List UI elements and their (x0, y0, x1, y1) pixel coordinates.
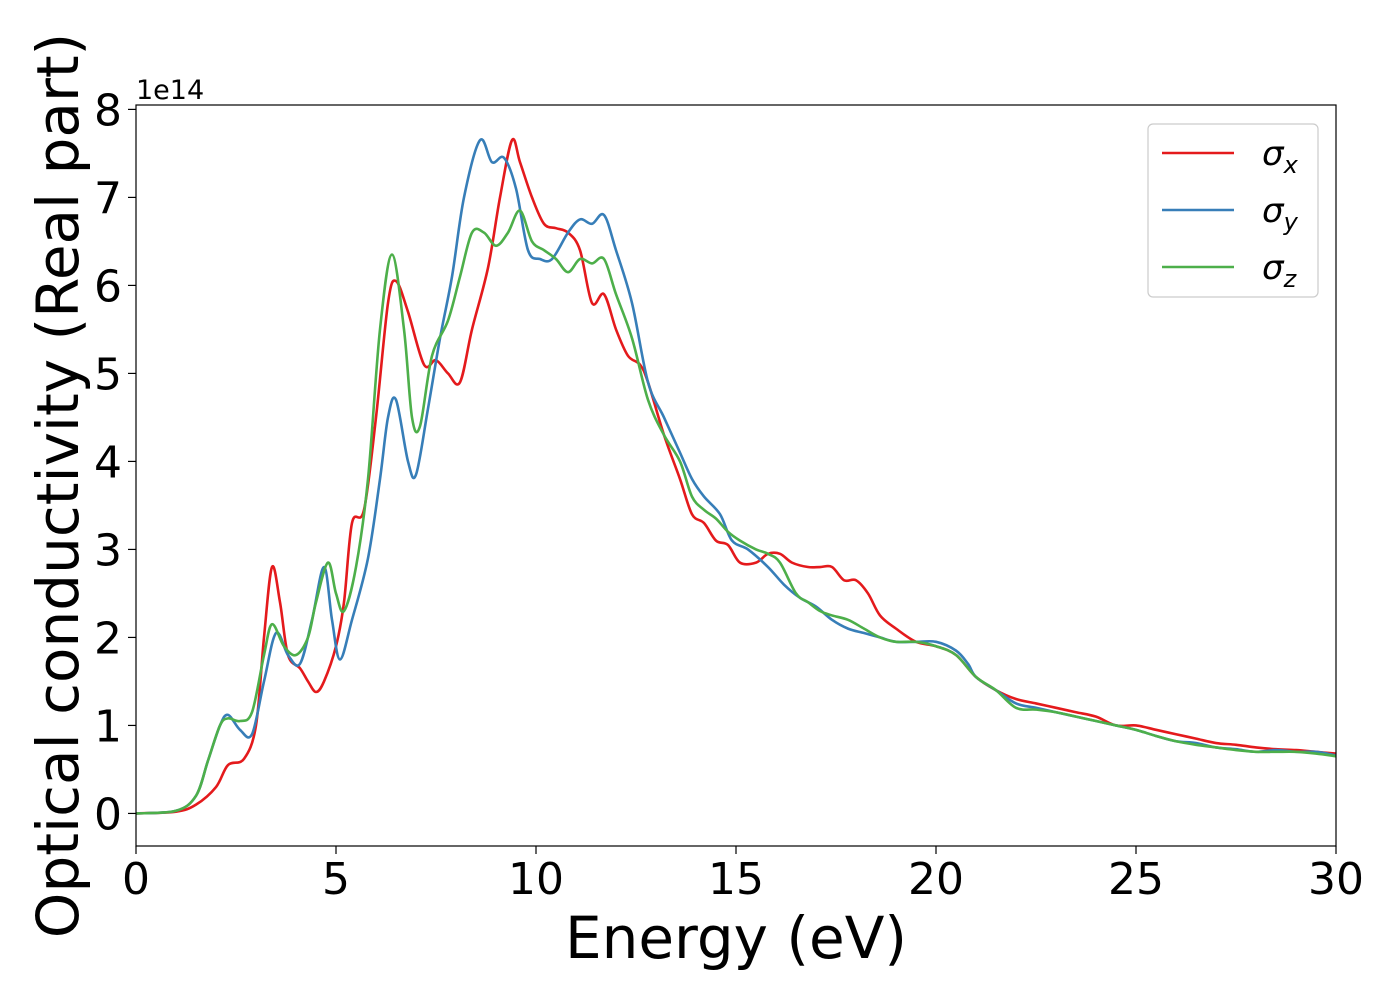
x-tick-label: 10 (508, 854, 564, 905)
y-axis-offset-label: 1e14 (136, 75, 204, 106)
y-tick-label: 4 (94, 437, 122, 488)
legend-symbol: σ (1262, 191, 1285, 231)
legend-subscript: z (1283, 265, 1298, 293)
legend-subscript: y (1283, 208, 1299, 236)
x-tick-label: 15 (708, 854, 764, 905)
y-axis-label: Optical conductivity (Real part) (24, 33, 92, 938)
x-tick-label: 25 (1108, 854, 1164, 905)
y-tick-label: 6 (94, 261, 122, 312)
x-tick-label: 30 (1308, 854, 1364, 905)
legend-symbol: σ (1262, 134, 1285, 174)
x-axis-label: Energy (eV) (565, 904, 907, 972)
x-tick-label: 5 (322, 854, 350, 905)
y-tick-label: 0 (94, 789, 122, 840)
legend-entry-z: σz (1262, 248, 1298, 293)
legend-subscript: x (1283, 151, 1299, 179)
y-tick-label: 3 (94, 525, 122, 576)
y-tick-label: 5 (94, 349, 122, 400)
x-tick-label: 0 (122, 854, 150, 905)
legend-entry-y: σy (1262, 191, 1299, 236)
y-axis-ticks: 0 1 2 3 4 5 6 7 8 (94, 85, 136, 840)
legend-symbol: σ (1262, 248, 1285, 288)
x-axis-ticks: 0 5 10 15 20 25 30 (122, 846, 1364, 905)
series-layer (136, 137, 1336, 815)
y-tick-label: 8 (94, 85, 122, 136)
y-tick-label: 1 (94, 701, 122, 752)
x-tick-label: 20 (908, 854, 964, 905)
legend-entry-x: σx (1262, 134, 1299, 179)
y-tick-label: 7 (94, 173, 122, 224)
series-line-z (136, 209, 1336, 815)
y-tick-label: 2 (94, 613, 122, 664)
